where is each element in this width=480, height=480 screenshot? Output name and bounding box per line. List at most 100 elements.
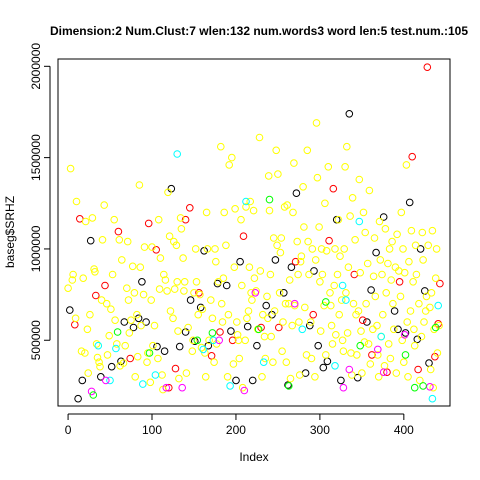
data-point <box>233 331 242 339</box>
data-point <box>336 252 344 261</box>
data-point <box>113 340 121 348</box>
data-point <box>405 198 414 207</box>
data-point <box>258 373 266 381</box>
data-point <box>96 362 104 371</box>
data-point <box>319 363 328 372</box>
y-tick-label: 1500000 <box>29 134 43 181</box>
data-point <box>110 215 118 224</box>
data-point <box>316 327 325 335</box>
data-point <box>151 371 160 379</box>
data-point <box>240 386 249 395</box>
data-point <box>296 257 305 266</box>
data-point <box>267 332 276 341</box>
data-point <box>169 314 177 323</box>
data-point <box>274 170 282 178</box>
data-point <box>299 183 307 191</box>
data-point <box>189 336 197 345</box>
data-point <box>212 257 220 266</box>
data-point <box>292 189 301 197</box>
data-point <box>154 215 163 224</box>
data-point <box>118 256 126 264</box>
data-point <box>143 358 151 367</box>
data-point <box>265 206 274 215</box>
data-point <box>359 208 368 217</box>
data-point <box>198 305 207 314</box>
data-point <box>285 382 293 390</box>
data-point <box>318 270 327 279</box>
data-point <box>302 351 311 359</box>
data-point <box>275 289 284 297</box>
data-point <box>243 314 251 323</box>
data-point <box>139 290 148 299</box>
data-point <box>84 369 92 377</box>
data-point <box>250 274 259 283</box>
data-point <box>337 296 346 304</box>
data-point <box>342 296 350 304</box>
data-point <box>89 391 98 399</box>
data-point <box>427 289 436 297</box>
data-point <box>162 383 171 392</box>
data-point <box>416 376 424 385</box>
data-point <box>146 378 155 387</box>
data-point <box>342 289 350 297</box>
data-point <box>434 301 443 310</box>
data-point <box>306 318 315 326</box>
data-point <box>339 347 348 356</box>
data-point <box>184 323 192 332</box>
data-point <box>175 342 184 351</box>
data-point <box>280 289 288 297</box>
data-point <box>348 194 357 202</box>
data-point <box>401 351 410 359</box>
data-point <box>220 208 228 217</box>
data-point <box>422 292 431 301</box>
data-point <box>428 226 437 235</box>
data-point <box>108 270 117 279</box>
data-point <box>114 227 123 236</box>
data-point <box>68 276 77 284</box>
data-point <box>385 245 394 253</box>
x-axis-label: Index <box>239 450 268 464</box>
data-point <box>69 270 77 279</box>
data-point <box>106 376 114 385</box>
data-point <box>374 373 383 381</box>
data-point <box>271 256 280 264</box>
data-point <box>395 278 404 286</box>
data-point <box>400 358 408 367</box>
data-point <box>155 285 164 293</box>
data-point <box>322 351 330 359</box>
data-point <box>331 362 339 370</box>
data-point <box>87 387 96 396</box>
data-point <box>389 299 397 308</box>
data-point <box>301 303 309 312</box>
data-point <box>384 259 392 268</box>
data-point <box>262 301 271 310</box>
data-point <box>410 325 418 334</box>
data-point <box>357 327 365 335</box>
data-point <box>210 358 218 367</box>
data-point <box>173 150 181 158</box>
data-point <box>217 299 226 308</box>
data-point <box>237 215 245 224</box>
data-point <box>339 383 348 392</box>
data-point <box>247 289 255 297</box>
data-point <box>311 373 319 381</box>
data-point <box>370 234 379 242</box>
x-tick-label: 300 <box>310 423 330 437</box>
data-point <box>192 278 201 286</box>
data-point <box>176 214 185 222</box>
data-point <box>300 223 308 231</box>
data-point <box>245 263 254 272</box>
data-point <box>204 341 213 350</box>
data-point <box>390 325 398 334</box>
data-point <box>134 314 143 323</box>
data-point <box>232 376 240 385</box>
data-point <box>127 316 135 325</box>
data-point <box>276 248 285 257</box>
data-point <box>138 278 146 286</box>
data-point <box>322 298 330 306</box>
data-point <box>266 270 275 279</box>
data-point <box>224 310 233 319</box>
data-point <box>363 318 371 326</box>
data-point <box>107 305 115 314</box>
